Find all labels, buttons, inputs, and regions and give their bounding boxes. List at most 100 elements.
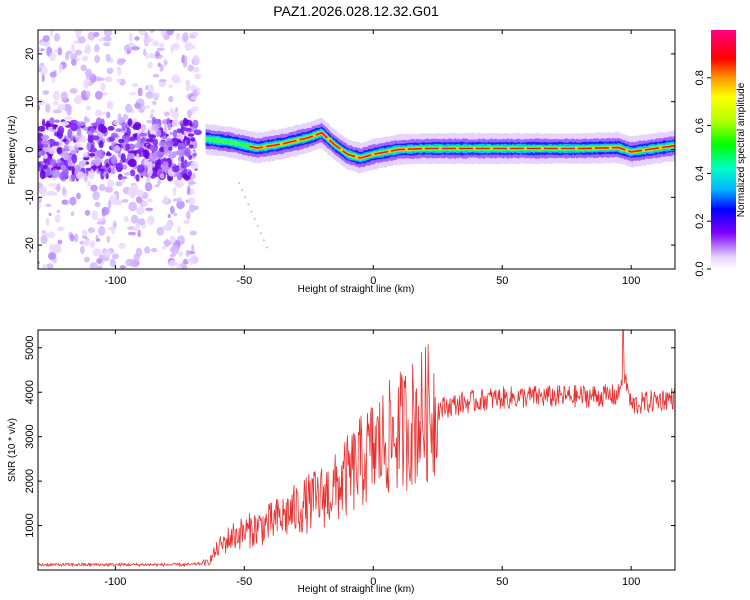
noise-blob — [106, 111, 111, 119]
noise-blob — [43, 154, 48, 160]
noise-blob — [116, 67, 121, 71]
noise-blob — [141, 200, 148, 207]
noise-blob — [110, 132, 118, 138]
stray-point — [259, 232, 262, 235]
noise-blob — [94, 149, 103, 158]
noise-blob — [166, 30, 174, 36]
noise-blob — [93, 156, 101, 167]
noise-blob — [97, 265, 103, 269]
noise-blob — [84, 44, 91, 55]
noise-blob — [163, 195, 169, 205]
noise-blob — [193, 66, 200, 73]
noise-blob — [139, 133, 148, 137]
noise-blob — [82, 239, 90, 247]
noise-blob — [115, 181, 123, 187]
noise-blob — [87, 227, 95, 234]
noise-blob — [130, 214, 139, 224]
noise-blob — [169, 235, 176, 244]
noise-blob — [133, 253, 140, 262]
noise-blob — [131, 82, 139, 88]
noise-blob — [136, 153, 140, 162]
snr-y-tick-label: 1000 — [24, 513, 36, 537]
noise-blob — [38, 105, 41, 111]
noise-blob — [150, 108, 156, 114]
noise-blob — [124, 44, 131, 51]
noise-blob — [149, 30, 155, 33]
noise-blob — [141, 136, 146, 142]
snr-series-line — [38, 330, 675, 568]
stray-point — [241, 189, 244, 192]
noise-blob — [118, 176, 128, 180]
snr-x-tick-label: 100 — [622, 576, 640, 588]
noise-blob — [188, 179, 194, 186]
noise-blob — [123, 171, 131, 176]
noise-blob — [167, 213, 171, 219]
spectrogram-x-tick-label: -50 — [236, 275, 252, 287]
noise-blob — [66, 50, 73, 55]
noise-blob — [106, 67, 114, 75]
noise-blob — [84, 209, 91, 216]
noise-blob — [181, 54, 185, 64]
noise-blob — [80, 64, 87, 72]
noise-blob — [116, 58, 125, 66]
spectrogram-y-tick-label: -20 — [24, 237, 36, 253]
noise-blob — [160, 173, 165, 179]
noise-blob — [191, 244, 195, 252]
noise-blob — [182, 264, 188, 269]
noise-blob — [183, 219, 191, 225]
spectrogram-x-label: Height of straight line (km) — [298, 284, 415, 295]
noise-blob — [181, 173, 189, 179]
noise-blob — [47, 126, 53, 131]
noise-blob — [38, 247, 41, 251]
noise-blob — [105, 53, 111, 62]
noise-blob — [175, 32, 181, 41]
noise-blob — [52, 243, 62, 254]
ridge-band-3 — [205, 128, 675, 163]
noise-blob — [102, 111, 107, 116]
noise-blob — [92, 191, 100, 201]
noise-blob — [164, 60, 168, 66]
noise-blob — [69, 234, 75, 242]
noise-blob — [145, 138, 154, 143]
noise-blob — [180, 123, 184, 133]
colorbar: 0.0 0.2 0.4 0.6 0.8 Normalized spectral ampl… — [694, 30, 747, 277]
noise-blob — [123, 216, 129, 223]
noise-blob — [155, 50, 160, 58]
spectrogram-y-ticks: -20 -10 0 10 20 — [24, 48, 675, 253]
noise-blob — [168, 154, 177, 159]
noise-blob — [144, 246, 151, 254]
noise-blob — [49, 30, 54, 37]
noise-blob — [168, 260, 178, 267]
noise-blob — [182, 32, 189, 42]
noise-blob — [134, 102, 141, 109]
noise-blob — [178, 251, 184, 257]
noise-blob — [77, 121, 86, 126]
noise-blob — [147, 215, 155, 225]
noise-blob — [188, 144, 194, 149]
noise-blob — [38, 186, 47, 193]
noise-blob — [105, 172, 109, 180]
noise-blob — [128, 201, 138, 212]
noise-blob — [128, 32, 133, 43]
noise-blob — [176, 149, 186, 156]
colorbar-gradient — [711, 30, 736, 269]
noise-blob — [49, 71, 57, 78]
noise-blob — [92, 135, 100, 141]
noise-blob — [58, 64, 63, 70]
noise-blob — [191, 254, 199, 265]
noise-blob — [136, 134, 141, 144]
noise-blob — [54, 119, 60, 123]
noise-blob — [95, 238, 101, 242]
stray-point — [262, 239, 265, 242]
noise-blob — [45, 103, 51, 113]
noise-blob — [186, 137, 191, 146]
ridge-band-4 — [205, 130, 675, 161]
noise-blob — [137, 87, 143, 97]
snr-y-tick-label: 5000 — [24, 336, 36, 360]
noise-blob — [190, 96, 197, 100]
noise-blob — [110, 167, 116, 175]
noise-blob — [157, 62, 161, 67]
noise-blob — [132, 187, 139, 196]
noise-blob — [42, 35, 50, 42]
